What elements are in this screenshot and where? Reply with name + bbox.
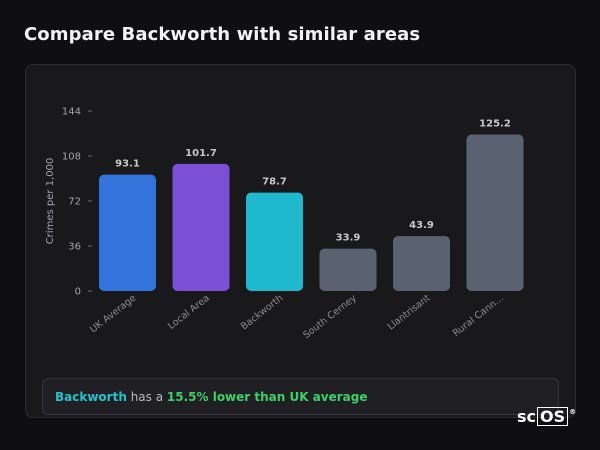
callout-difference: 15.5% lower than UK average [166,389,368,404]
bar-4 [319,248,377,291]
category-label: Rural Cann... [451,293,506,339]
callout-area-name: Backworth [55,389,127,404]
category-label: South Cerney [301,292,359,341]
callout-text: has a [126,389,167,404]
bar-value-label: 33.9 [336,233,361,244]
category-label: UK Average [88,293,138,336]
category-label: Local Area [166,293,212,332]
y-tick-label: 0 [75,287,81,298]
page-title: Compare Backworth with similar areas [24,24,421,45]
y-tick-label: 36 [68,242,81,253]
bar-6 [466,134,524,291]
bar-value-label: 101.7 [185,148,217,159]
bar-value-label: 125.2 [479,119,511,130]
logo-boxed-text: OS [537,407,569,426]
scos-logo: sc OS ® [517,407,576,426]
bar-2 [172,163,230,291]
bar-1 [99,174,156,291]
category-label: Llantrisant [386,293,433,333]
bar-3 [246,192,303,291]
y-tick-label: 144 [62,107,81,118]
comparison-callout: Backworth has a 15.5% lower than UK aver… [42,378,559,415]
bar-5 [393,236,450,291]
bar-value-label: 43.9 [409,220,434,231]
category-label: Backworth [239,293,285,333]
logo-registered-mark: ® [569,407,577,416]
bar-value-label: 93.1 [115,159,140,170]
y-axis-title: Crimes per 1,000 [45,158,56,245]
bar-value-label: 78.7 [262,177,287,188]
y-tick-label: 72 [68,197,81,208]
y-tick-label: 108 [62,152,81,163]
logo-text: sc [517,407,537,426]
